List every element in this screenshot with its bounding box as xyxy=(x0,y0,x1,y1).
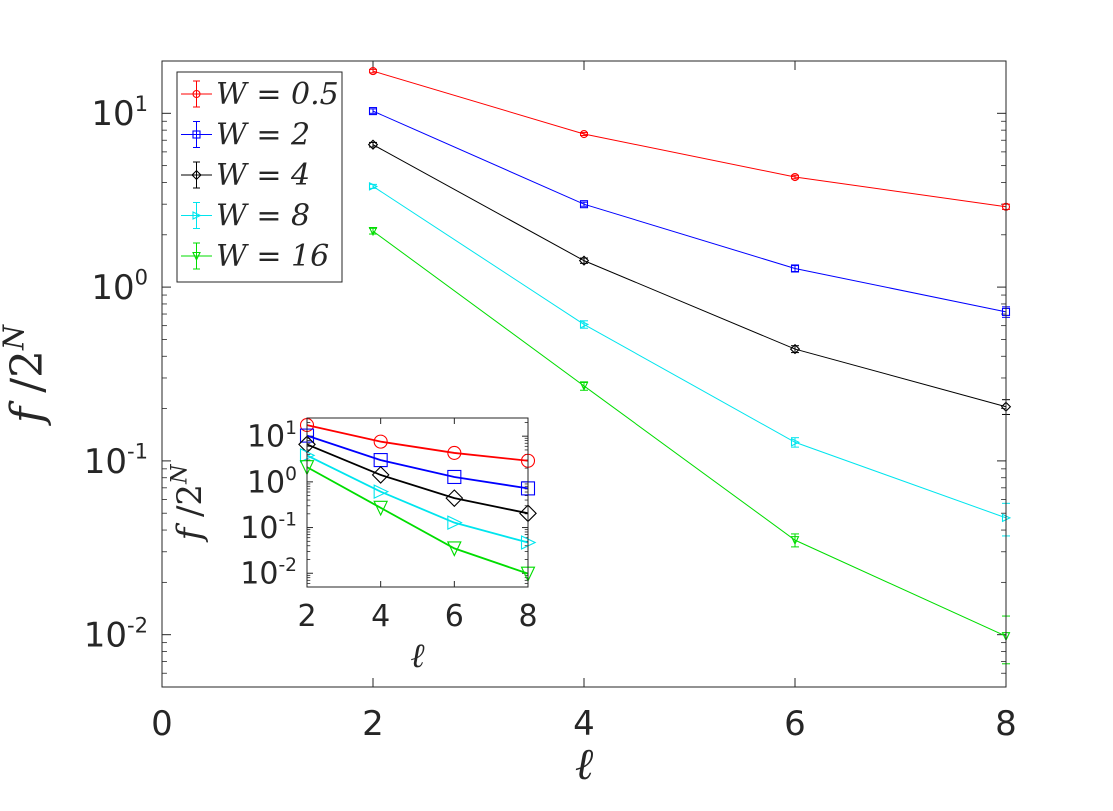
main-plot-xtick-label: 4 xyxy=(573,704,595,744)
data-point xyxy=(373,500,389,517)
series-line xyxy=(372,185,1007,519)
inset-plot-xlabel: ℓ xyxy=(410,636,424,676)
data-point xyxy=(790,536,800,546)
inset-plot-xtick-label: 2 xyxy=(297,599,316,634)
main-plot-frame xyxy=(161,60,1007,688)
series-line xyxy=(306,443,529,515)
main-plot-xtick-label: 8 xyxy=(995,704,1017,744)
legend-label: W = 4 xyxy=(216,158,310,193)
main-plot-ytick-label: 101 xyxy=(91,91,148,134)
legend-label: W = 2 xyxy=(216,118,310,153)
legend-entry: W = 16 xyxy=(181,239,329,274)
series-line xyxy=(372,144,1007,408)
legend-box xyxy=(176,71,343,283)
legend-label: W = 0.5 xyxy=(216,77,339,112)
data-point xyxy=(579,381,589,392)
data-point xyxy=(447,515,463,531)
main-plot-ytick-label: 10-2 xyxy=(84,612,148,655)
series-line xyxy=(306,466,529,575)
inset-plot-background xyxy=(307,418,528,587)
data-point xyxy=(371,466,390,484)
series-line xyxy=(372,230,1007,637)
data-point xyxy=(447,445,462,460)
inset-plot-ytick-label: 100 xyxy=(247,464,297,501)
series-line xyxy=(306,434,529,490)
data-point xyxy=(373,484,390,500)
main-plot-series-0 xyxy=(368,67,1011,211)
main-plot-ylabel: f /2N xyxy=(0,324,53,426)
inset-plot-ytick-label: 10-2 xyxy=(240,555,297,592)
main-plot-ytick-label: 10-1 xyxy=(84,439,148,482)
data-point xyxy=(368,107,378,116)
inset-plot-ytick-label: 10-1 xyxy=(240,509,297,546)
data-point xyxy=(446,541,462,557)
main-plot-ytick-label: 100 xyxy=(91,265,148,308)
legend-marker xyxy=(192,130,201,139)
data-point xyxy=(367,139,379,150)
data-point xyxy=(373,434,388,449)
main-plot-xtick-label: 0 xyxy=(151,704,173,744)
legend-marker xyxy=(192,251,201,262)
main-plot-xlabel: ℓ xyxy=(575,739,594,790)
data-point xyxy=(368,67,378,76)
data-point xyxy=(578,255,590,266)
series-line xyxy=(372,110,1007,313)
legend-marker xyxy=(192,89,201,99)
legend-entry: W = 0.5 xyxy=(181,77,339,112)
data-point xyxy=(579,320,590,329)
main-plot-xtick-label: 2 xyxy=(362,704,384,744)
legend-label: W = 16 xyxy=(216,239,329,274)
data-point xyxy=(368,227,378,237)
data-point xyxy=(447,469,462,485)
legend-entry: W = 2 xyxy=(181,118,310,153)
data-point xyxy=(445,489,464,508)
legend-label: W = 8 xyxy=(216,199,310,234)
inset-plot-xtick-label: 4 xyxy=(371,599,390,634)
inset-plot-ylabel: f /2N xyxy=(167,464,210,544)
data-point xyxy=(790,264,800,273)
series-line xyxy=(306,454,529,544)
data-point xyxy=(789,343,801,355)
legend-entry: W = 8 xyxy=(181,199,310,234)
main-plot-series-2 xyxy=(367,139,1012,415)
data-point xyxy=(579,129,589,139)
inset-plot-xtick-label: 8 xyxy=(518,599,537,634)
inset-plot: 2 4 6 8 10-2 10-1 100 101 ℓ f /2N xyxy=(167,417,538,676)
data-point xyxy=(579,200,589,209)
inset-plot-xtick-label: 6 xyxy=(445,599,464,634)
legend-marker xyxy=(192,211,202,220)
inset-plot-frame xyxy=(306,417,529,588)
legend-entry: W = 4 xyxy=(181,158,310,193)
legend: W = 0.5 W = 2 W = 4 W = 8 W = 16 xyxy=(176,71,343,283)
series-line xyxy=(372,70,1007,208)
data-point xyxy=(368,181,379,191)
main-plot-xtick-label: 6 xyxy=(784,704,806,744)
legend-marker xyxy=(191,169,202,181)
series-line xyxy=(306,424,529,462)
data-point xyxy=(790,437,801,447)
data-point xyxy=(790,172,800,182)
inset-plot-ytick-label: 101 xyxy=(247,418,297,455)
